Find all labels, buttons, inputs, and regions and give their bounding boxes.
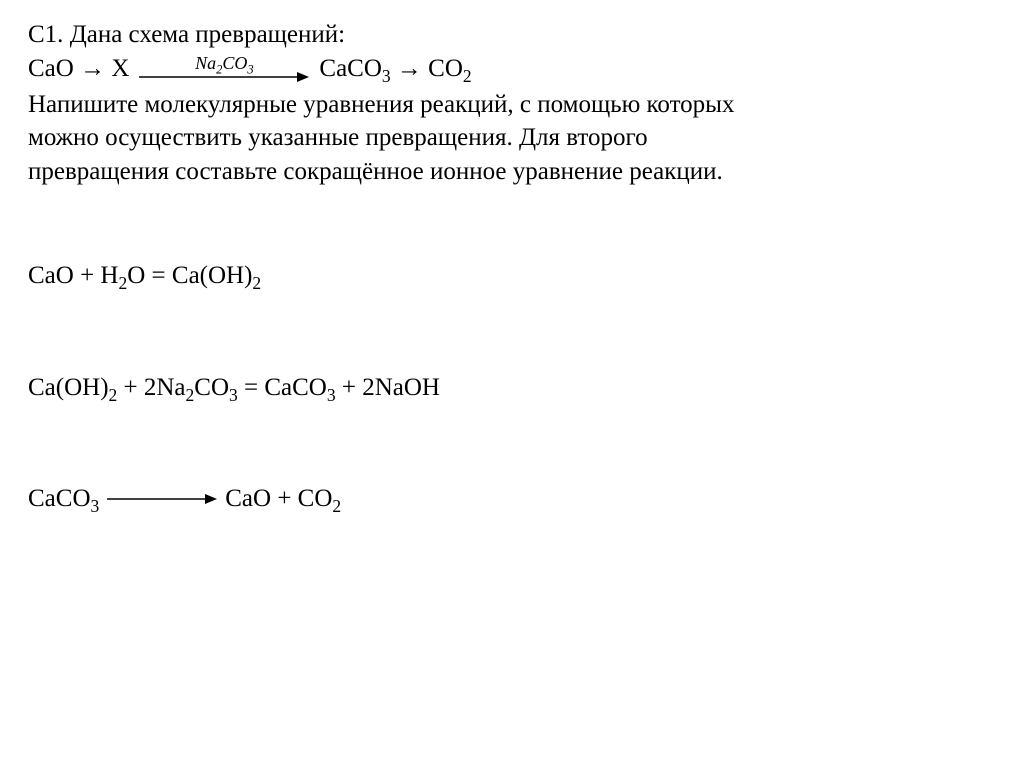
spacer xyxy=(28,404,996,482)
eq3-right: CaO + CO2 xyxy=(225,482,341,516)
problem-heading: С1. Дана схема превращений: xyxy=(28,18,996,52)
scheme-mid: CaCO3 → CO2 xyxy=(319,52,471,86)
equation-3: CaCO3 CaO + CO2 xyxy=(28,482,996,516)
problem-intro: Дана схема превращений: xyxy=(70,21,345,48)
task-line-2: можно осуществить указанные превращения.… xyxy=(28,121,996,155)
eq3-left: CaCO3 xyxy=(28,482,99,516)
reagent-arrow: Na2CO3 xyxy=(139,54,309,84)
task-line-3: превращения составьте сокращённое ионное… xyxy=(28,155,996,189)
equation-1: CaO + H2O = Ca(OH)2 xyxy=(28,259,996,293)
task-line-1: Напишите молекулярные уравнения реакций,… xyxy=(28,88,996,122)
equation-2: Ca(OH)2 + 2Na2CO3 = CaCO3 + 2NaOH xyxy=(28,371,996,405)
long-arrow-icon xyxy=(139,70,309,84)
scheme-left: CaO → X xyxy=(28,52,129,86)
decomposition-arrow-icon xyxy=(107,492,217,506)
problem-label: С1. xyxy=(28,21,63,48)
spacer xyxy=(28,293,996,371)
page: С1. Дана схема превращений: CaO → X Na2C… xyxy=(0,0,1024,534)
reaction-scheme: CaO → X Na2CO3 CaCO3 → CO2 xyxy=(28,52,996,86)
spacer xyxy=(28,189,996,259)
